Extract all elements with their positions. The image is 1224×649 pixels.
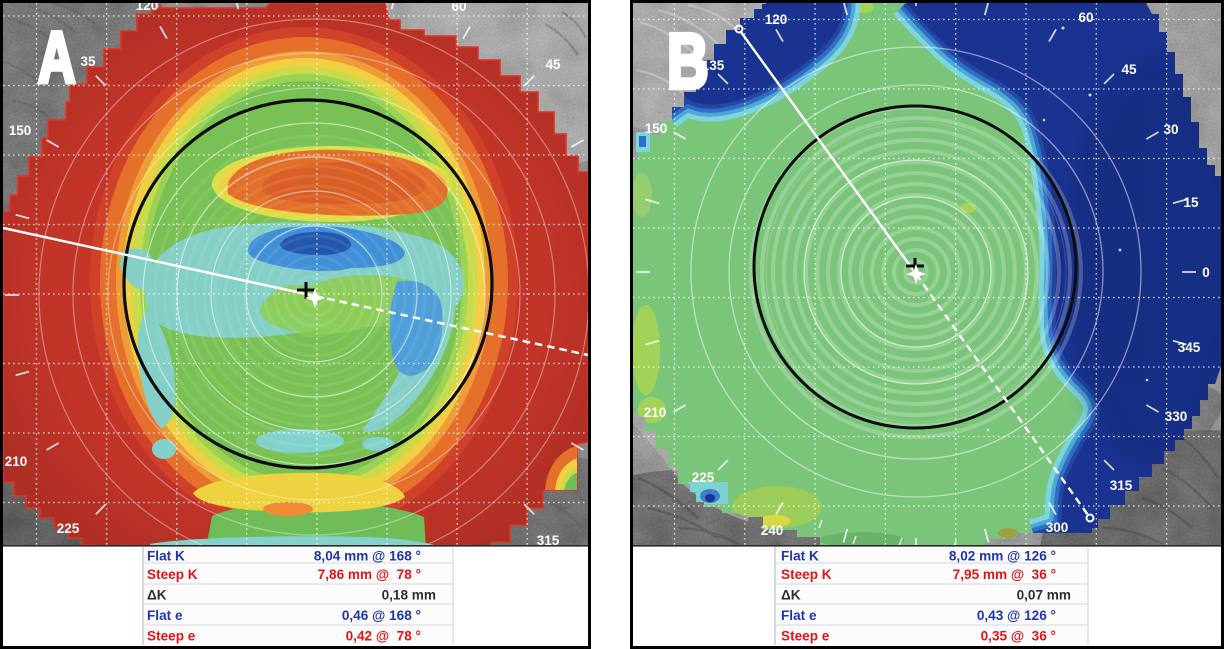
svg-text:Steep K: Steep K (781, 567, 832, 582)
svg-text:210: 210 (644, 405, 667, 420)
svg-text:0,46 @ 168 °: 0,46 @ 168 ° (342, 608, 421, 623)
svg-text:Steep e: Steep e (147, 629, 196, 644)
svg-text:B: B (667, 18, 709, 106)
svg-text:315: 315 (1110, 478, 1133, 493)
svg-text:225: 225 (57, 521, 80, 536)
svg-text:ΔK: ΔK (781, 588, 801, 603)
svg-text:150: 150 (9, 123, 32, 138)
svg-text:Flat K: Flat K (781, 549, 819, 564)
svg-text:30: 30 (1163, 122, 1178, 137)
svg-text:120: 120 (136, 0, 159, 13)
svg-text:240: 240 (761, 523, 784, 538)
svg-text:45: 45 (1121, 62, 1137, 77)
svg-text:60: 60 (451, 0, 466, 14)
svg-text:Steep K: Steep K (147, 567, 198, 582)
svg-text:Flat K: Flat K (147, 549, 185, 564)
svg-text:0,18 mm: 0,18 mm (382, 588, 436, 603)
svg-text:0,07 mm: 0,07 mm (1017, 588, 1071, 603)
svg-text:A: A (38, 18, 75, 98)
svg-text:15: 15 (1183, 195, 1199, 210)
svg-text:0,43 @ 126 °: 0,43 @ 126 ° (977, 608, 1056, 623)
svg-text:315: 315 (537, 533, 560, 548)
svg-text:135: 135 (702, 58, 725, 73)
svg-text:ΔK: ΔK (147, 588, 167, 603)
svg-text:8,02 mm @ 126 °: 8,02 mm @ 126 ° (949, 549, 1056, 564)
svg-text:150: 150 (645, 121, 668, 136)
svg-text:8,04 mm @ 168 °: 8,04 mm @ 168 ° (314, 549, 421, 564)
svg-text:300: 300 (1046, 520, 1069, 535)
svg-text:7,95 mm @ 36 °: 7,95 mm @ 36 ° (953, 567, 1056, 582)
svg-text:0,35 @ 36 °: 0,35 @ 36 ° (981, 629, 1056, 644)
svg-text:7,86 mm @ 78 °: 7,86 mm @ 78 ° (318, 567, 421, 582)
svg-text:Steep e: Steep e (781, 629, 830, 644)
svg-text:0,42 @ 78 °: 0,42 @ 78 ° (346, 629, 421, 644)
svg-text:45: 45 (545, 57, 561, 72)
svg-text:60: 60 (1078, 10, 1093, 25)
svg-text:Flat e: Flat e (147, 608, 183, 623)
svg-text:0: 0 (1202, 265, 1210, 280)
svg-text:120: 120 (765, 12, 788, 27)
svg-text:225: 225 (692, 470, 715, 485)
svg-text:35: 35 (80, 54, 96, 69)
svg-text:210: 210 (5, 454, 28, 469)
svg-text:345: 345 (1178, 340, 1201, 355)
svg-text:330: 330 (1165, 409, 1188, 424)
svg-text:Flat e: Flat e (781, 608, 817, 623)
